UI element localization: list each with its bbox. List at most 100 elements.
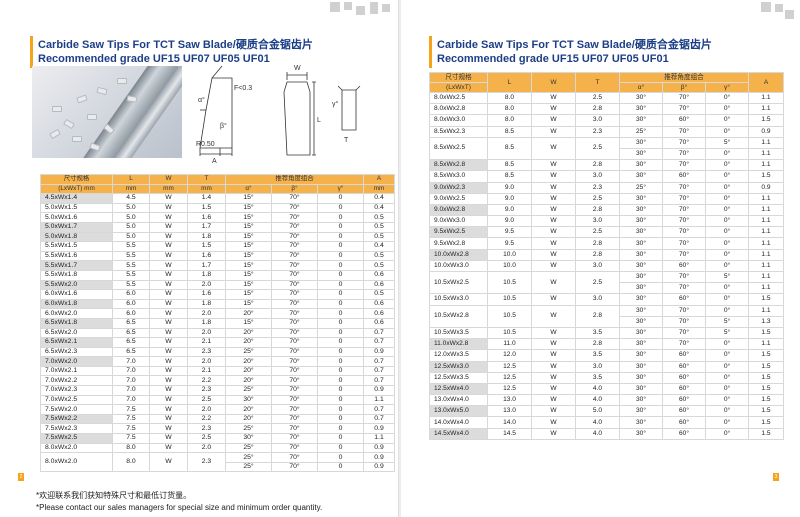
cell-gamma: 0° (704, 181, 750, 194)
cell-t: 2.0 (187, 404, 226, 415)
table-row: 12.0xWx3.5 12.0 W 3.5 30° 60° 0° 1.5 (429, 349, 785, 362)
cell-w: W (149, 212, 188, 223)
cell-size: 9.0xWx3.0 (429, 215, 488, 228)
cell-size: 8.0xWx3.0 (429, 114, 488, 127)
cell-a: 0.5 (363, 250, 396, 262)
table-row: 5.5xWx1.7 5.5 W 1.7 15° 70° 0 0.5 (40, 260, 396, 271)
cell-size: 7.5xWx2.3 (40, 423, 113, 435)
cell-w: W (531, 159, 576, 172)
cell-beta: 70° (271, 404, 318, 415)
cell-a: 1.5 (748, 170, 785, 183)
cell-gamma: 5° (704, 315, 750, 328)
cell-gamma: 0° (704, 427, 750, 440)
cell-alpha: 15° (225, 241, 272, 252)
cell-t: 2.8 (575, 237, 620, 250)
cell-l: 12.5 (487, 360, 532, 373)
cell-t: 3.5 (575, 326, 620, 340)
cell-w: W (149, 394, 188, 406)
cell-t: 2.3 (575, 125, 620, 138)
cell-alpha: 30° (619, 192, 663, 205)
cell-l: 8.0 (487, 103, 532, 116)
cell-l: 10.5 (487, 293, 532, 306)
cell-gamma: 0 (316, 289, 365, 300)
header-angle: 推荐角度组合 (224, 174, 365, 185)
table-row: 12.5xWx4.0 12.5 W 4.0 30° 60° 0° 1.5 (429, 382, 785, 396)
cell-beta: 60° (662, 405, 706, 418)
cell-beta: 60° (662, 382, 706, 396)
cell-a: 0.4 (363, 202, 396, 214)
cell-size: 9.0xWx2.8 (429, 203, 488, 217)
cell-size: 6.0xWx2.0 (40, 308, 113, 319)
cell-l: 13.0 (487, 394, 532, 407)
drawing-label-l: L (317, 117, 321, 124)
cell-w: W (531, 91, 576, 105)
cell-t: 4.0 (575, 427, 620, 440)
cell-a: 1.5 (748, 394, 785, 407)
cell-l: 6.5 (112, 346, 150, 358)
cell-alpha: 20° (225, 375, 272, 387)
cell-beta: 70° (662, 215, 706, 228)
cell-l: 14.0 (487, 416, 532, 429)
table-row: 6.0xWx1.6 6.0 W 1.6 15° 70° 0 0.5 (40, 289, 396, 300)
cell-gamma: 0 (316, 442, 365, 454)
cell-l: 10.5 (487, 326, 532, 340)
cell-a: 0.6 (363, 279, 396, 291)
header-l: L (112, 174, 150, 185)
table-row: 5.5xWx1.5 5.5 W 1.5 15° 70° 0 0.4 (40, 241, 396, 252)
cell-t: 1.8 (187, 231, 226, 243)
cell-alpha: 30° (619, 382, 663, 396)
cell-beta: 70° (662, 315, 706, 328)
cell-alpha: 25° (619, 181, 663, 194)
cell-alpha: 25° (225, 452, 272, 463)
cell-l: 9.0 (487, 215, 532, 228)
cell-t: 2.3 (187, 346, 226, 358)
cell-w: W (149, 433, 188, 444)
header-size: 尺寸规格 (40, 174, 113, 185)
cell-size: 9.5xWx2.5 (429, 226, 488, 239)
table-row: 5.0xWx1.5 5.0 W 1.5 15° 70° 0 0.4 (40, 202, 396, 214)
note-chinese: *欢迎联系我们获知特殊尺寸和最低订货量。 (36, 491, 192, 500)
cell-size: 10.0xWx3.0 (429, 259, 488, 273)
cell-l: 8.0 (112, 442, 150, 454)
table-row: 13.0xWx5.0 13.0 W 5.0 30° 60° 0° 1.5 (429, 405, 785, 418)
cell-l: 6.5 (112, 327, 150, 339)
table-row: 12.5xWx3.5 12.5 W 3.5 30° 60° 0° 1.5 (429, 371, 785, 384)
table-subheader-row: (LxWxT) mm mm mm mm α° β° γ° mm (40, 183, 396, 195)
cell-t: 2.5 (187, 394, 226, 406)
recommended-grade: Recommended grade UF15 UF07 UF05 UF01 (437, 53, 669, 65)
cell-w: W (531, 114, 576, 127)
accent-bar (429, 36, 432, 68)
cell-size: 10.5xWx3.0 (429, 293, 488, 306)
cell-t: 1.4 (187, 193, 226, 204)
table-row: 6.5xWx1.8 6.5 W 1.8 15° 70° 0 0.6 (40, 317, 396, 329)
header-size-unit: (LxWxT) mm (40, 183, 113, 195)
cell-t: 2.8 (575, 203, 620, 217)
cell-l: 8.0 (112, 452, 150, 473)
cell-beta: 70° (271, 375, 318, 387)
table-row: 9.5xWx2.8 9.5 W 2.8 30° 70° 0° 1.1 (429, 237, 785, 250)
cell-alpha: 15° (225, 202, 272, 214)
cell-l: 6.5 (112, 317, 150, 329)
cell-a: 0.9 (363, 442, 396, 454)
cell-t: 2.1 (187, 337, 226, 348)
cell-alpha: 30° (619, 259, 663, 273)
cell-beta: 70° (662, 270, 706, 284)
cell-beta: 70° (662, 159, 706, 172)
cell-w: W (149, 279, 188, 291)
cell-size: 7.5xWx2.2 (40, 413, 113, 425)
cell-size: 8.5xWx2.3 (429, 125, 488, 138)
cell-l: 9.5 (487, 226, 532, 239)
table-row: 5.5xWx1.6 5.5 W 1.6 15° 70° 0 0.5 (40, 250, 396, 262)
cell-w: W (149, 231, 188, 243)
cell-size: 10.5xWx2.5 (429, 270, 488, 295)
cell-t: 2.2 (187, 375, 226, 387)
cell-alpha: 30° (619, 248, 663, 261)
cell-gamma: 0° (704, 103, 750, 116)
cell-w: W (531, 259, 576, 273)
cell-beta: 70° (271, 346, 318, 358)
cell-t: 2.0 (187, 308, 226, 319)
cell-l: 8.5 (487, 125, 532, 138)
cell-alpha: 25° (225, 385, 272, 396)
cell-w: W (149, 308, 188, 319)
cell-a: 1.1 (363, 394, 396, 406)
